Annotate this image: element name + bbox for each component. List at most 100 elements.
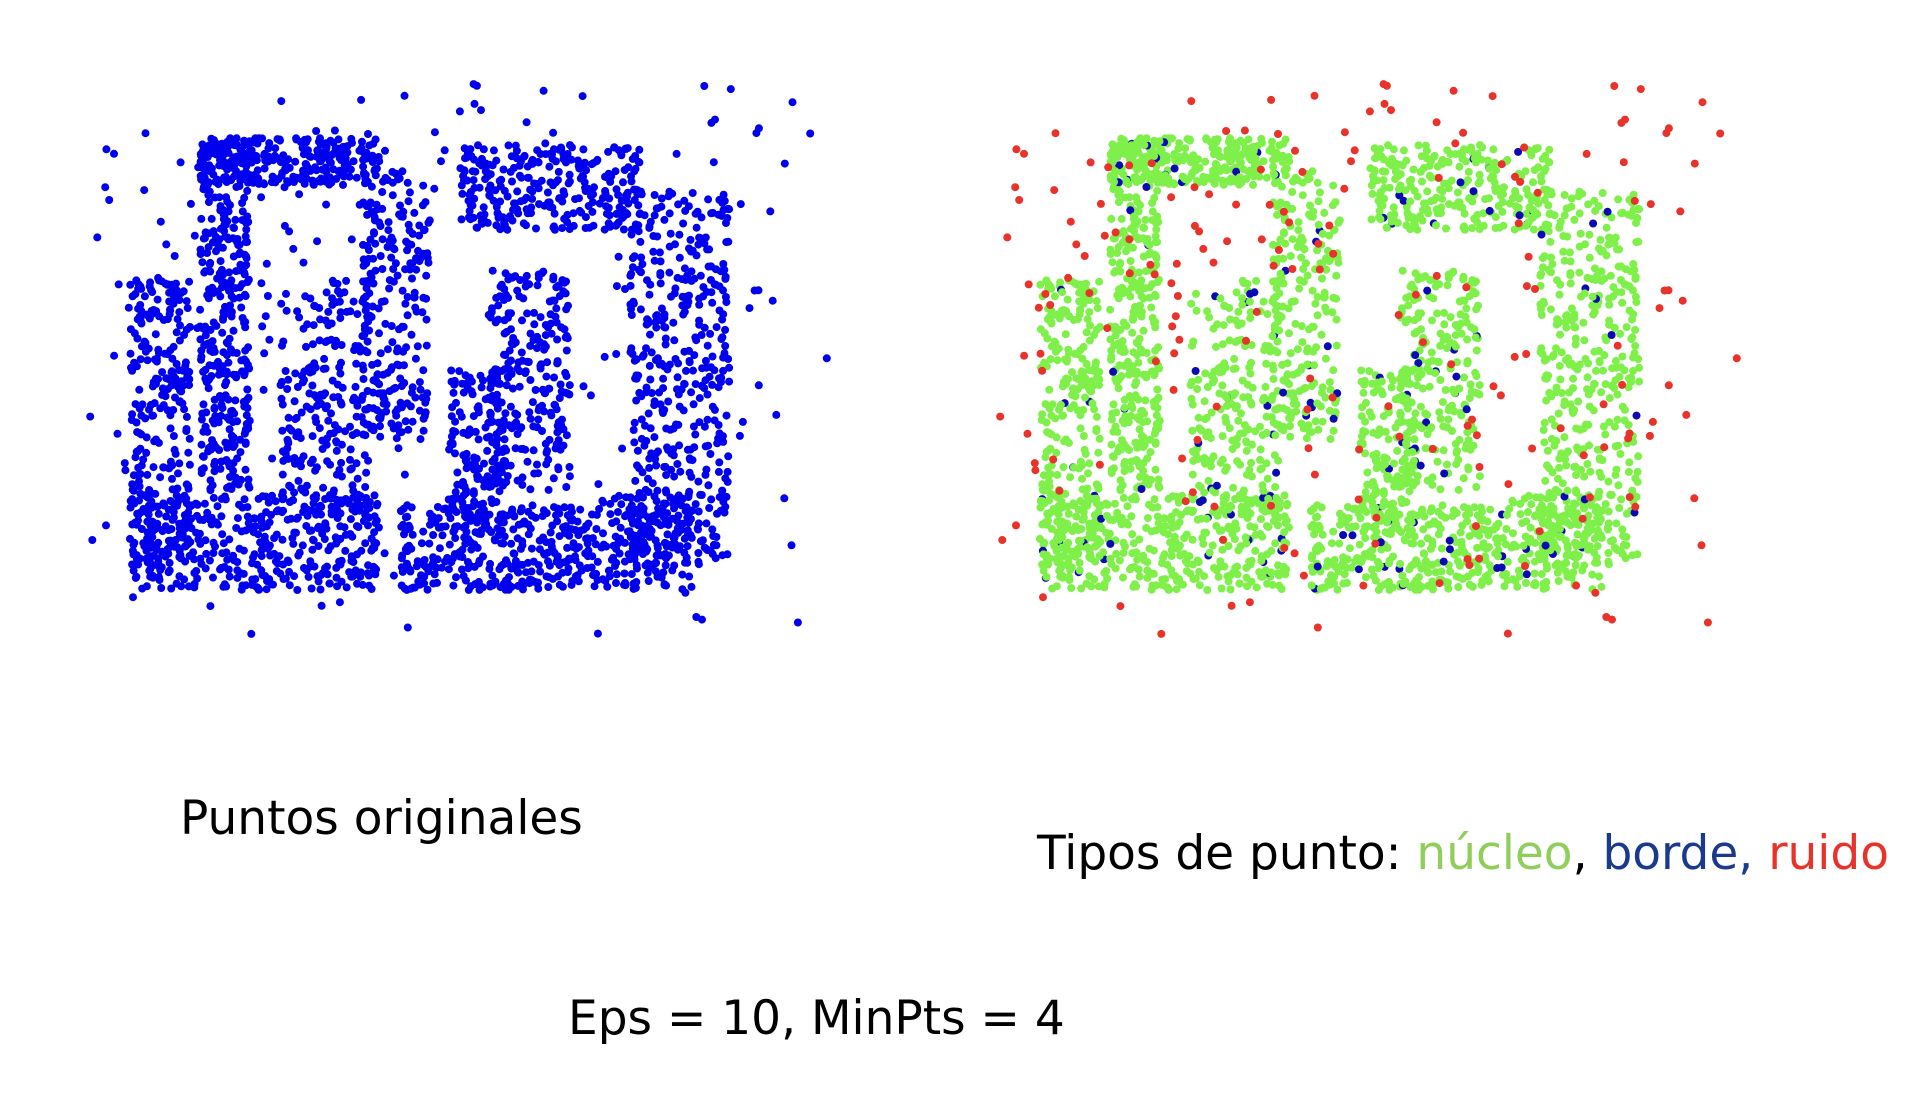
typed-core-point bbox=[1077, 525, 1086, 533]
typed-core-point bbox=[1200, 454, 1209, 462]
original-core-point bbox=[566, 141, 574, 150]
original-core-point bbox=[714, 467, 723, 476]
original-core-point bbox=[423, 585, 432, 594]
original-core-point bbox=[229, 252, 238, 261]
typed-core-point bbox=[1205, 313, 1214, 322]
typed-core-point bbox=[1109, 185, 1118, 194]
typed-core-point bbox=[1191, 574, 1200, 583]
original-border-point bbox=[227, 485, 236, 493]
original-core-point bbox=[385, 387, 394, 396]
original-core-point bbox=[719, 260, 728, 268]
typed-core-point bbox=[1151, 439, 1160, 448]
original-core-point bbox=[173, 543, 182, 552]
original-core-point bbox=[531, 513, 540, 522]
original-core-point bbox=[563, 218, 572, 227]
original-core-point bbox=[199, 427, 208, 436]
original-core-point bbox=[645, 290, 654, 299]
original-core-point bbox=[336, 398, 345, 407]
original-core-point bbox=[471, 460, 479, 469]
original-core-point bbox=[453, 468, 462, 477]
original-core-point bbox=[403, 512, 412, 521]
original-core-point bbox=[368, 360, 377, 369]
original-core-point bbox=[419, 181, 428, 190]
original-core-point bbox=[359, 365, 368, 374]
original-core-point bbox=[197, 214, 206, 223]
original-core-point bbox=[633, 446, 642, 455]
original-core-point bbox=[673, 373, 682, 382]
typed-core-point bbox=[1161, 522, 1170, 531]
original-core-point bbox=[675, 230, 684, 239]
typed-border-point bbox=[1137, 485, 1146, 493]
typed-core-point bbox=[1117, 134, 1126, 143]
original-core-point bbox=[419, 426, 428, 435]
original-core-point bbox=[190, 569, 199, 577]
typed-core-point bbox=[1264, 523, 1273, 531]
original-core-point bbox=[650, 401, 659, 410]
typed-core-point bbox=[1128, 146, 1137, 154]
typed-core-point bbox=[1216, 458, 1225, 467]
original-core-point bbox=[221, 495, 230, 504]
typed-core-point bbox=[1153, 385, 1162, 394]
original-core-point bbox=[532, 224, 540, 233]
typed-core-point bbox=[1233, 457, 1242, 466]
original-core-point bbox=[203, 249, 212, 257]
original-core-point bbox=[511, 557, 520, 565]
original-noise-point bbox=[461, 539, 470, 548]
original-core-point bbox=[312, 491, 321, 500]
original-core-point bbox=[662, 471, 671, 479]
original-core-point bbox=[669, 318, 678, 327]
original-core-point bbox=[497, 423, 506, 432]
original-core-point bbox=[210, 467, 219, 476]
typed-core-point bbox=[1081, 393, 1089, 402]
original-core-point bbox=[499, 539, 508, 548]
original-core-point bbox=[552, 304, 561, 313]
original-core-point bbox=[359, 255, 368, 264]
original-core-point bbox=[159, 499, 168, 508]
typed-core-point bbox=[1070, 349, 1079, 358]
original-core-point bbox=[634, 221, 643, 230]
original-core-point bbox=[483, 446, 492, 455]
original-core-point bbox=[545, 198, 554, 207]
original-core-point bbox=[306, 294, 315, 303]
typed-core-point bbox=[1224, 137, 1233, 146]
original-core-point bbox=[634, 157, 643, 166]
original-border-point bbox=[199, 367, 208, 376]
original-core-point bbox=[718, 315, 727, 324]
original-border-point bbox=[260, 164, 269, 173]
original-core-point bbox=[175, 366, 183, 375]
typed-core-point bbox=[1172, 585, 1181, 594]
original-core-point bbox=[630, 356, 639, 365]
original-core-point bbox=[152, 354, 161, 363]
typed-core-point bbox=[1273, 348, 1282, 357]
original-core-point bbox=[694, 240, 703, 249]
original-core-point bbox=[322, 440, 331, 449]
typed-core-point bbox=[1286, 349, 1295, 358]
original-core-point bbox=[526, 414, 535, 423]
original-noise-point bbox=[262, 259, 271, 268]
typed-core-point bbox=[1150, 495, 1159, 504]
typed-core-point bbox=[1133, 339, 1142, 348]
original-core-point bbox=[579, 145, 588, 154]
original-core-point bbox=[682, 366, 690, 375]
original-core-point bbox=[584, 546, 593, 555]
original-core-point bbox=[364, 561, 373, 570]
original-core-point bbox=[563, 568, 572, 577]
typed-core-point bbox=[1109, 452, 1118, 461]
original-core-point bbox=[333, 514, 342, 522]
original-noise-point bbox=[280, 183, 289, 192]
typed-core-point bbox=[1271, 483, 1280, 491]
original-core-point bbox=[614, 508, 622, 516]
typed-core-point bbox=[1149, 569, 1158, 578]
original-core-point bbox=[645, 463, 654, 472]
original-core-point bbox=[357, 546, 366, 555]
original-core-point bbox=[720, 265, 729, 274]
original-core-point bbox=[708, 352, 717, 361]
original-core-point bbox=[555, 580, 564, 589]
typed-core-point bbox=[1219, 180, 1228, 189]
original-core-point bbox=[249, 528, 258, 537]
typed-core-point bbox=[1243, 514, 1252, 522]
typed-core-point bbox=[1103, 511, 1111, 520]
original-core-point bbox=[645, 524, 654, 533]
original-core-point bbox=[147, 503, 156, 512]
original-core-point bbox=[630, 418, 639, 427]
